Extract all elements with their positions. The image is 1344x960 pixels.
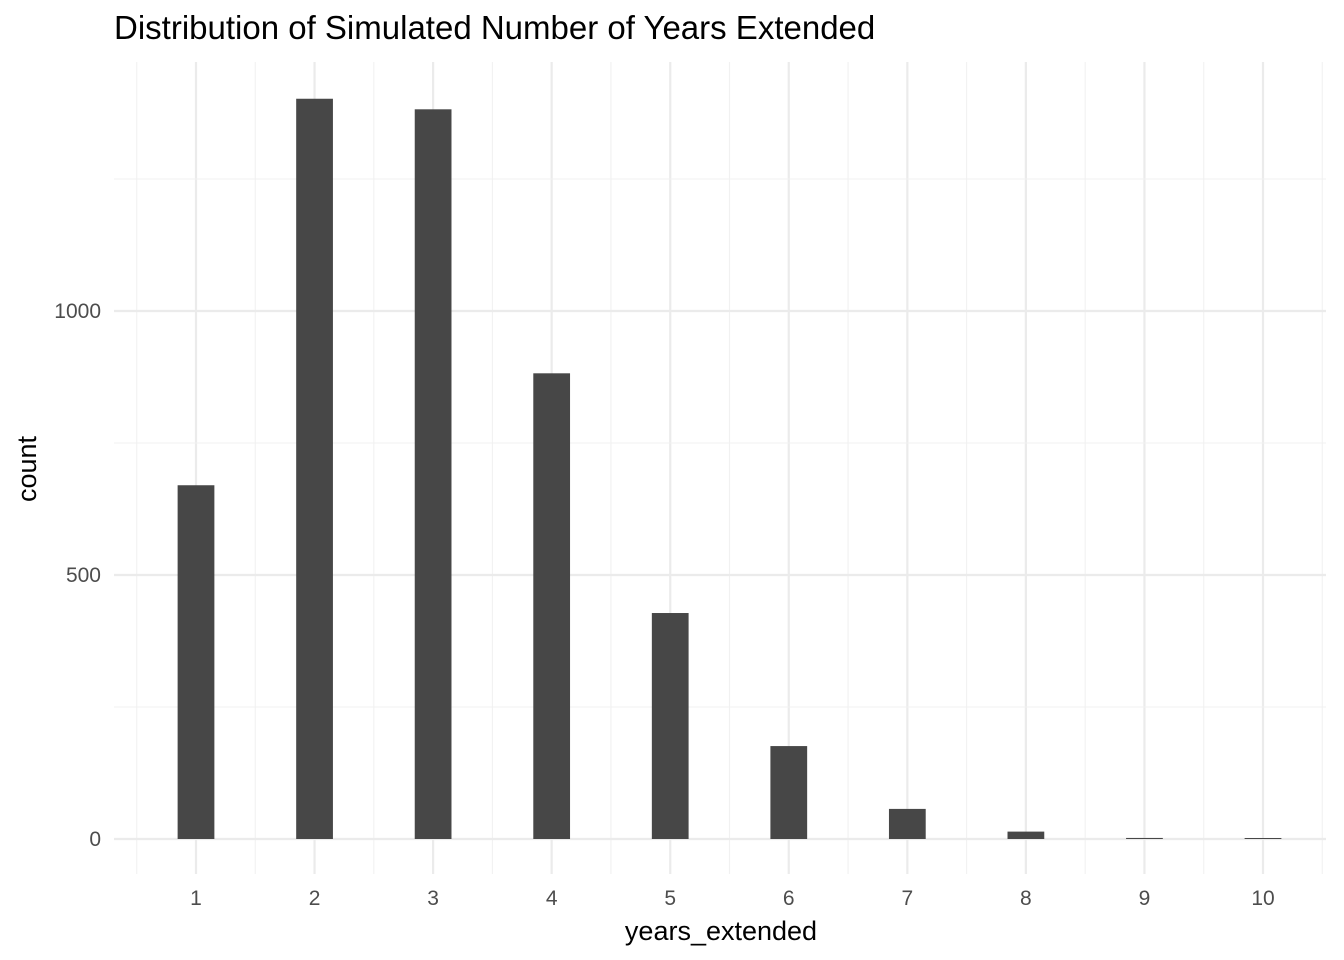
x-tick-label: 9 <box>1139 887 1151 910</box>
y-tick-label: 0 <box>89 828 101 851</box>
x-tick-label: 4 <box>546 887 558 910</box>
bar <box>1244 838 1282 839</box>
chart-title: Distribution of Simulated Number of Year… <box>114 9 875 46</box>
y-axis-title: count <box>12 435 42 502</box>
x-tick-label: 3 <box>427 887 439 910</box>
y-tick-labels: 0 500 1000 <box>54 300 101 851</box>
bar <box>888 808 926 839</box>
bar <box>651 613 689 839</box>
x-tick-label: 2 <box>309 887 321 910</box>
bars <box>177 98 1282 839</box>
x-tick-label: 8 <box>1020 887 1032 910</box>
x-tick-label: 5 <box>664 887 676 910</box>
bar <box>414 109 452 839</box>
x-tick-label: 7 <box>901 887 913 910</box>
x-axis-title: years_extended <box>625 916 817 946</box>
y-tick-label: 1000 <box>54 300 101 323</box>
bar <box>770 746 808 839</box>
x-tick-label: 10 <box>1251 887 1274 910</box>
bar <box>177 485 215 839</box>
bar <box>1126 837 1163 839</box>
x-tick-labels: 1 2 3 4 5 6 7 8 9 10 <box>190 887 1275 910</box>
y-tick-label: 500 <box>66 564 101 587</box>
bar <box>1007 831 1045 839</box>
bar <box>533 373 571 839</box>
x-tick-label: 6 <box>783 887 795 910</box>
bar <box>296 98 333 839</box>
grid <box>114 62 1326 874</box>
x-tick-label: 1 <box>190 887 202 910</box>
